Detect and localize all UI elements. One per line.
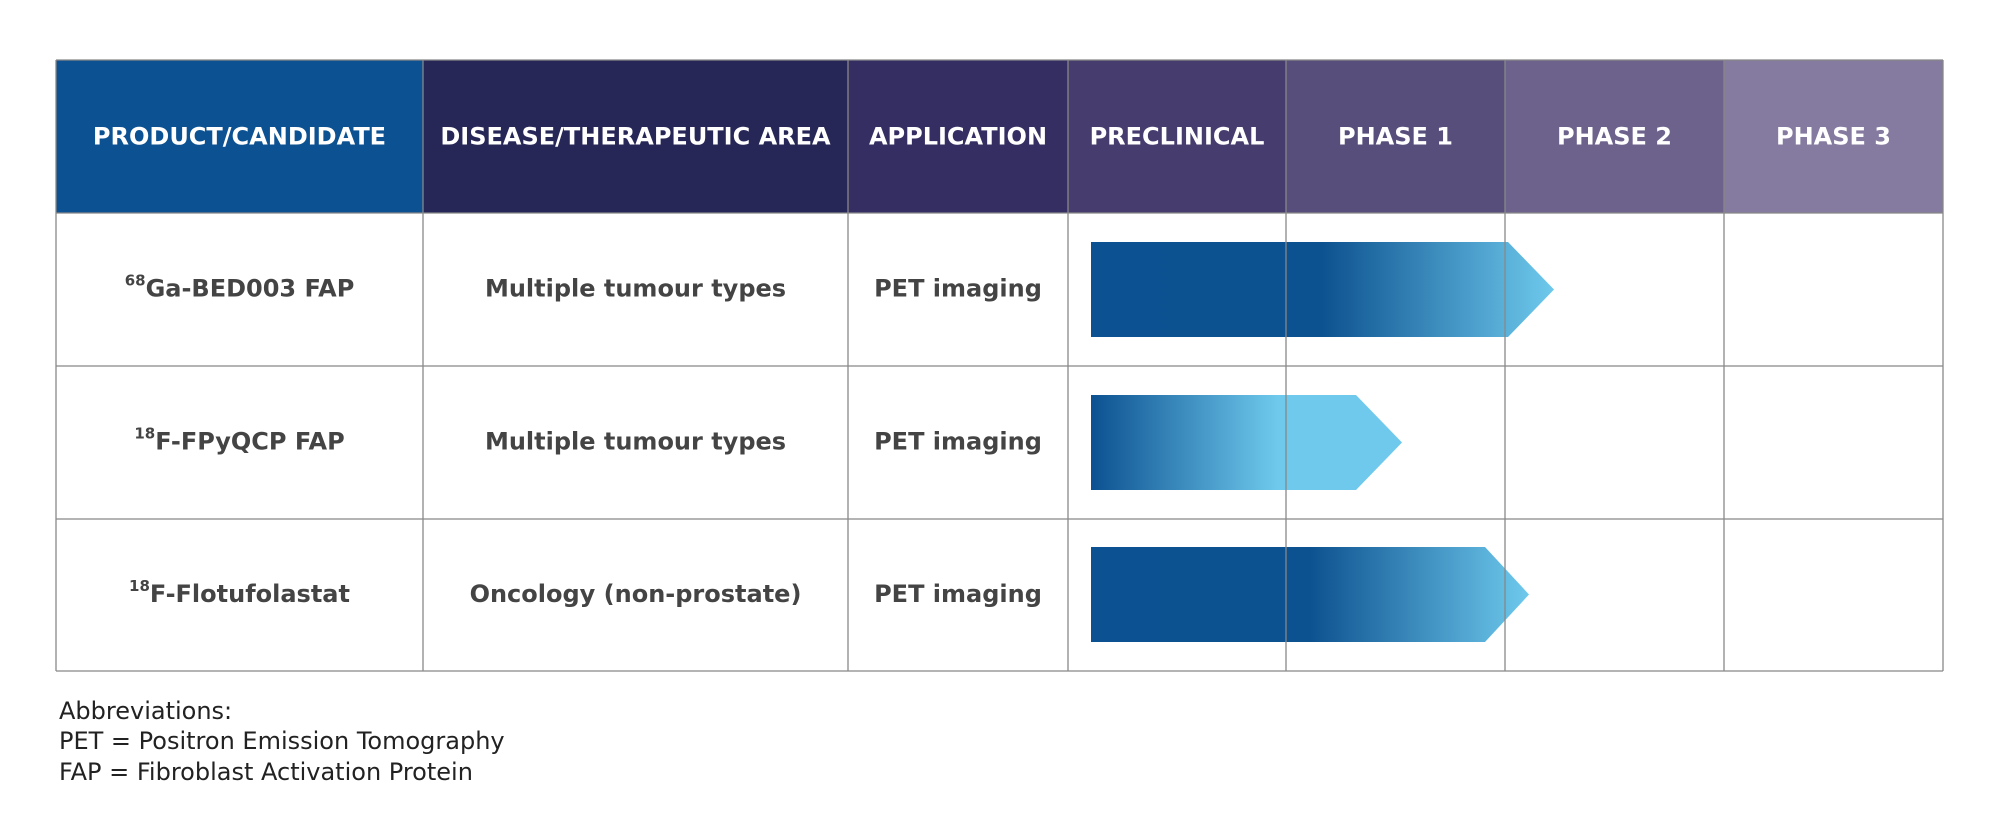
header-cell bbox=[423, 60, 848, 213]
table-body: 68Ga-BED003 FAP Multiple tumour types PET … bbox=[125, 271, 1042, 608]
header-label: PRODUCT/CANDIDATE bbox=[93, 123, 386, 151]
progress-arrow bbox=[1091, 242, 1554, 337]
product-cell: 18F-FPyQCP FAP bbox=[134, 424, 344, 456]
header-label: PRECLINICAL bbox=[1090, 123, 1265, 151]
progress-arrow bbox=[1091, 547, 1529, 642]
product-name: F-FPyQCP FAP bbox=[155, 428, 344, 456]
application-cell: PET imaging bbox=[874, 580, 1042, 608]
header-label: APPLICATION bbox=[869, 123, 1047, 151]
header-cell bbox=[1505, 60, 1724, 213]
isotope: 18 bbox=[129, 577, 150, 595]
header-label: PHASE 3 bbox=[1776, 123, 1891, 151]
disease-cell: Oncology (non-prostate) bbox=[470, 580, 802, 608]
header-cell bbox=[1068, 60, 1286, 213]
abbreviation: PET = Positron Emission Tomography bbox=[59, 727, 505, 755]
header-label: PHASE 1 bbox=[1338, 123, 1453, 151]
product-name: Ga-BED003 FAP bbox=[146, 275, 355, 303]
product-cell: 18F-Flotufolastat bbox=[129, 577, 350, 609]
disease-cell: Multiple tumour types bbox=[485, 428, 786, 456]
header-label: DISEASE/THERAPEUTIC AREA bbox=[440, 123, 831, 151]
application-cell: PET imaging bbox=[874, 275, 1042, 303]
table-grid bbox=[55, 59, 1944, 672]
product-cell: 68Ga-BED003 FAP bbox=[125, 271, 355, 303]
header-cell bbox=[848, 60, 1068, 213]
disease-cell: Multiple tumour types bbox=[485, 275, 786, 303]
abbreviations-title: Abbreviations: bbox=[59, 697, 232, 725]
isotope: 68 bbox=[125, 271, 146, 289]
application-cell: PET imaging bbox=[874, 428, 1042, 456]
header-label: PHASE 2 bbox=[1557, 123, 1672, 151]
header-cell bbox=[1724, 60, 1943, 213]
header-row: PRODUCT/CANDIDATE DISEASE/THERAPEUTIC ARE… bbox=[56, 60, 1943, 213]
isotope: 18 bbox=[134, 424, 155, 442]
progress-arrow bbox=[1091, 395, 1402, 490]
product-name: F-Flotufolastat bbox=[150, 580, 350, 608]
abbreviation: FAP = Fibroblast Activation Protein bbox=[59, 758, 473, 786]
header-cell bbox=[56, 60, 423, 213]
header-cell bbox=[1286, 60, 1505, 213]
